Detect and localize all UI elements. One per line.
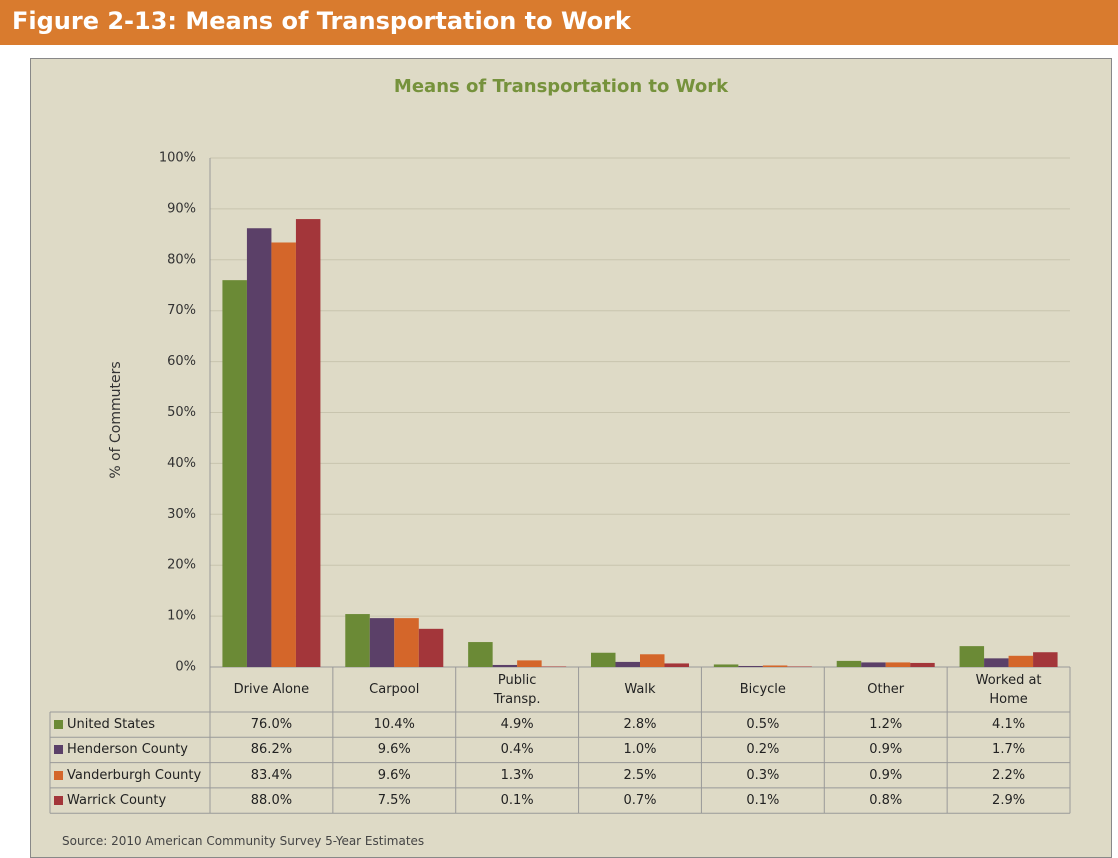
y-tick-label: 20% [167,558,196,573]
bar [664,663,689,667]
y-tick-label: 30% [167,507,196,522]
y-tick-label: 10% [167,609,196,624]
bar [640,654,665,667]
y-tick-label: 60% [167,354,196,369]
legend-swatch [54,770,63,780]
bar [345,614,370,667]
legend-label: Warrick County [67,793,167,809]
x-tick-label: Worked at Home [975,672,1042,707]
chart-title: Means of Transportation to Work [394,76,729,97]
table-value: 0.9% [869,742,903,758]
legend-entry: Henderson County [50,737,214,762]
bar [271,242,296,667]
legend-entry: Vanderburgh County [50,763,214,788]
source-note: Source: 2010 American Community Survey 5… [62,834,425,848]
table-value: 2.2% [992,767,1026,783]
bar [959,646,985,667]
bar [713,664,739,667]
x-tick-label: Public Transp. [493,672,541,707]
legend-swatch [54,796,63,806]
bar [787,666,812,667]
bar [1008,655,1034,667]
bar [615,661,640,667]
bar [369,618,395,667]
legend-swatch [54,745,63,755]
table-value: 0.1% [500,793,534,809]
legend-swatch [54,720,63,730]
table-value: 0.1% [746,793,780,809]
legend-label: Vanderburgh County [67,767,202,783]
table-value: 0.4% [500,742,534,758]
table-value: 0.3% [746,767,780,783]
table-value: 0.9% [869,767,903,783]
bar [418,628,444,667]
table-value: 0.2% [746,742,780,758]
y-tick-label: 70% [167,303,196,318]
table-value: 2.5% [623,767,657,783]
figure-header: Figure 2-13: Means of Transportation to … [0,0,1118,45]
table-value: 7.5% [377,793,411,809]
bar [295,219,321,667]
legend-label: United States [67,717,156,733]
x-tick-label: Bicycle [739,682,786,697]
table-value: 4.9% [500,717,534,733]
y-tick-label: 50% [167,405,196,420]
bar [861,662,886,667]
bar [885,662,911,667]
table-value: 2.8% [623,717,657,733]
table-value: 9.6% [377,742,411,758]
bar [541,666,567,667]
table-value: 1.2% [869,717,903,733]
x-tick-label: Carpool [369,682,420,697]
bar [1033,652,1058,667]
x-tick-label: Drive Alone [233,682,310,697]
y-tick-label: 0% [175,660,196,675]
bar [738,665,763,667]
bar [222,280,247,667]
table-value: 1.7% [992,742,1026,758]
table-value: 1.0% [623,742,657,758]
table-value: 0.7% [623,793,657,809]
bar [246,228,272,667]
table-value: 76.0% [250,717,293,733]
table-value: 10.4% [373,717,415,733]
table-value: 1.3% [500,767,534,783]
legend-entry: United States [50,712,214,737]
bar [984,658,1009,667]
legend-entry: Warrick County [50,788,214,813]
table-value: 86.2% [250,742,293,758]
x-tick-label: Other [867,682,905,697]
bar [468,642,493,667]
table-value: 0.5% [746,717,780,733]
y-axis-label: % of Commuters [108,361,124,478]
legend-label: Henderson County [67,742,189,758]
bar [762,665,788,667]
table-value: 88.0% [250,793,293,809]
y-tick-label: 40% [167,456,196,471]
bar [836,660,862,667]
bar [591,652,616,667]
table-value: 0.8% [869,793,903,809]
x-tick-label: Walk [624,682,656,697]
y-tick-label: 90% [167,201,196,216]
table-value: 2.9% [992,793,1026,809]
table-value: 83.4% [250,767,293,783]
bar [492,664,518,667]
bar [517,660,542,667]
y-tick-label: 80% [167,252,196,267]
bar [394,618,419,667]
bar [910,662,935,667]
table-value: 9.6% [377,767,411,783]
table-value: 4.1% [992,717,1026,733]
y-tick-label: 100% [159,151,196,166]
